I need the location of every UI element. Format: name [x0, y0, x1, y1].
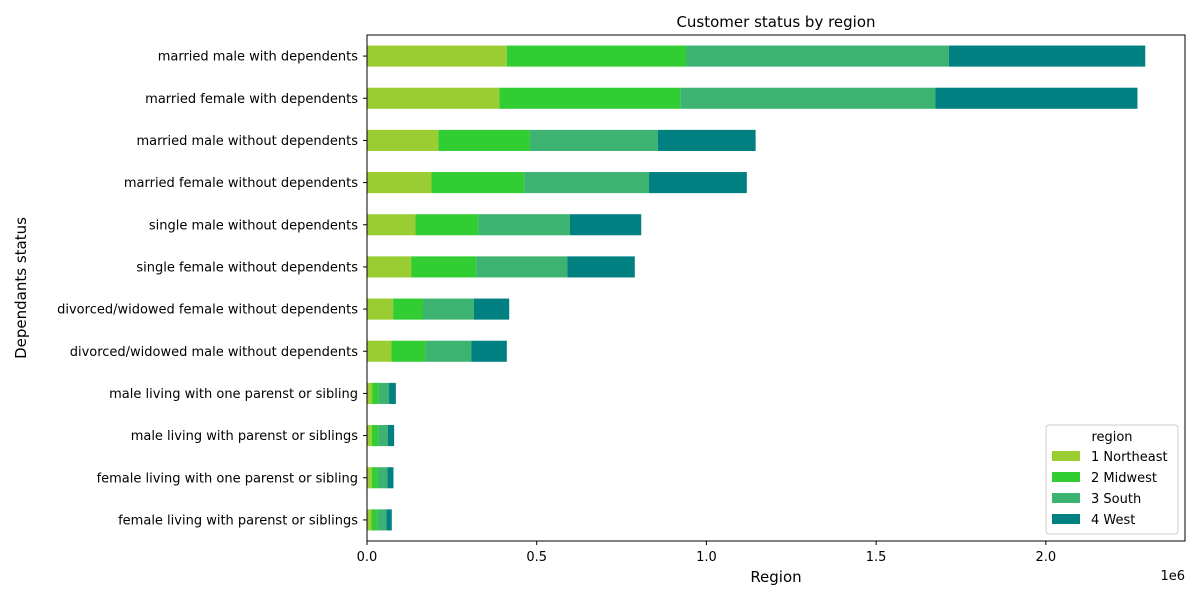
- bar-segment-1-row-7: [367, 298, 394, 320]
- bar-segment-3-row-6: [476, 256, 568, 278]
- bar-segment-4-row-3: [657, 129, 756, 151]
- legend-title: region: [1091, 430, 1132, 445]
- x-axis-title: Region: [750, 568, 801, 586]
- bar-segment-4-row-6: [567, 256, 635, 278]
- legend-label-3: 3 South: [1091, 492, 1141, 507]
- axes-frame: [366, 34, 1186, 542]
- chart-title: Customer status by region: [676, 13, 875, 31]
- bar-segment-2-row-2: [499, 87, 681, 109]
- y-ticks: married male with dependents married fema…: [57, 50, 367, 528]
- bar-segment-1-row-4: [367, 172, 432, 194]
- bar-segment-4-row-9: [389, 382, 396, 404]
- bar-segment-4-row-8: [471, 340, 507, 362]
- y-tick-label: married male with dependents: [158, 50, 358, 65]
- y-tick-label: male living with parenst or siblings: [131, 429, 359, 444]
- bar-segment-3-row-5: [478, 214, 570, 236]
- y-tick-label: male living with one parenst or sibling: [109, 387, 358, 402]
- bar-segment-1-row-5: [367, 214, 416, 236]
- bar-segment-3-row-7: [423, 298, 474, 320]
- legend-label-4: 4 West: [1091, 513, 1135, 528]
- x-tick-label: 2.0: [1035, 550, 1056, 565]
- bar-segment-3-row-8: [425, 340, 472, 362]
- bar-segment-4-row-12: [386, 509, 392, 531]
- y-tick-label: married female without dependents: [124, 176, 358, 191]
- bar-segment-1-row-1: [367, 45, 507, 67]
- bar-segment-3-row-11: [377, 467, 388, 489]
- bar-segment-3-row-10: [378, 425, 388, 447]
- legend-label-2: 2 Midwest: [1091, 471, 1157, 486]
- x-tick-label: 0.0: [357, 550, 378, 565]
- bar-segment-1-row-10: [367, 425, 372, 447]
- bar-segment-2-row-6: [411, 256, 477, 278]
- legend: region 1 Northeast 2 Midwest 3 South 4 West: [1045, 424, 1179, 535]
- bar-segment-4-row-2: [935, 87, 1138, 109]
- x-tick-label: 1.5: [866, 550, 887, 565]
- legend-swatch-2: [1052, 472, 1080, 482]
- legend-items: 1 Northeast 2 Midwest 3 South 4 West: [1052, 450, 1168, 528]
- x-tick-label: 1.0: [696, 550, 717, 565]
- bar-segment-2-row-11: [371, 467, 378, 489]
- bar-segment-2-row-1: [506, 45, 687, 67]
- bar-segment-3-row-1: [686, 45, 949, 67]
- y-tick-label: divorced/widowed male without dependents: [70, 345, 359, 360]
- bar-segment-3-row-9: [378, 382, 390, 404]
- bar-segment-2-row-4: [431, 172, 525, 194]
- bar-segment-2-row-8: [391, 340, 426, 362]
- bar-segment-3-row-12: [377, 509, 387, 531]
- y-tick-label: married female with dependents: [145, 92, 358, 107]
- bar-segment-3-row-2: [680, 87, 936, 109]
- bars-group: [367, 45, 1146, 531]
- x-axis-offset-label: 1e6: [1160, 569, 1185, 584]
- y-tick-label: married male without dependents: [136, 134, 358, 149]
- y-tick-label: divorced/widowed female without dependen…: [57, 303, 358, 318]
- bar-segment-2-row-10: [371, 425, 379, 447]
- y-tick-label: single male without dependents: [149, 218, 358, 233]
- x-ticks: 0.0 0.5 1.0 1.5 2.0: [357, 541, 1056, 565]
- bar-segment-3-row-4: [524, 172, 650, 194]
- y-axis-title: Dependants status: [12, 217, 30, 359]
- bar-segment-1-row-12: [367, 509, 372, 531]
- bar-segment-2-row-3: [438, 129, 530, 151]
- legend-swatch-4: [1052, 514, 1080, 524]
- bar-segment-1-row-9: [367, 382, 373, 404]
- legend-swatch-3: [1052, 493, 1080, 503]
- bar-segment-4-row-5: [569, 214, 642, 236]
- bar-segment-4-row-11: [387, 467, 394, 489]
- x-tick-label: 0.5: [526, 550, 547, 565]
- bar-segment-3-row-3: [529, 129, 658, 151]
- bar-segment-2-row-5: [415, 214, 479, 236]
- bar-segment-4-row-4: [649, 172, 747, 194]
- legend-swatch-1: [1052, 451, 1080, 461]
- legend-label-1: 1 Northeast: [1091, 450, 1168, 465]
- bar-segment-2-row-9: [372, 382, 379, 404]
- bar-segment-4-row-1: [948, 45, 1146, 67]
- bar-segment-2-row-12: [371, 509, 378, 531]
- y-tick-label: female living with one parenst or siblin…: [97, 471, 358, 486]
- y-tick-label: female living with parenst or siblings: [118, 513, 358, 528]
- bar-segment-1-row-2: [367, 87, 500, 109]
- bar-segment-1-row-3: [367, 129, 439, 151]
- y-tick-label: single female without dependents: [136, 260, 358, 275]
- bar-segment-4-row-7: [473, 298, 510, 320]
- bar-segment-1-row-11: [367, 467, 372, 489]
- bar-segment-1-row-6: [367, 256, 412, 278]
- bar-segment-2-row-7: [393, 298, 424, 320]
- bar-segment-1-row-8: [367, 340, 392, 362]
- bar-segment-4-row-10: [387, 425, 395, 447]
